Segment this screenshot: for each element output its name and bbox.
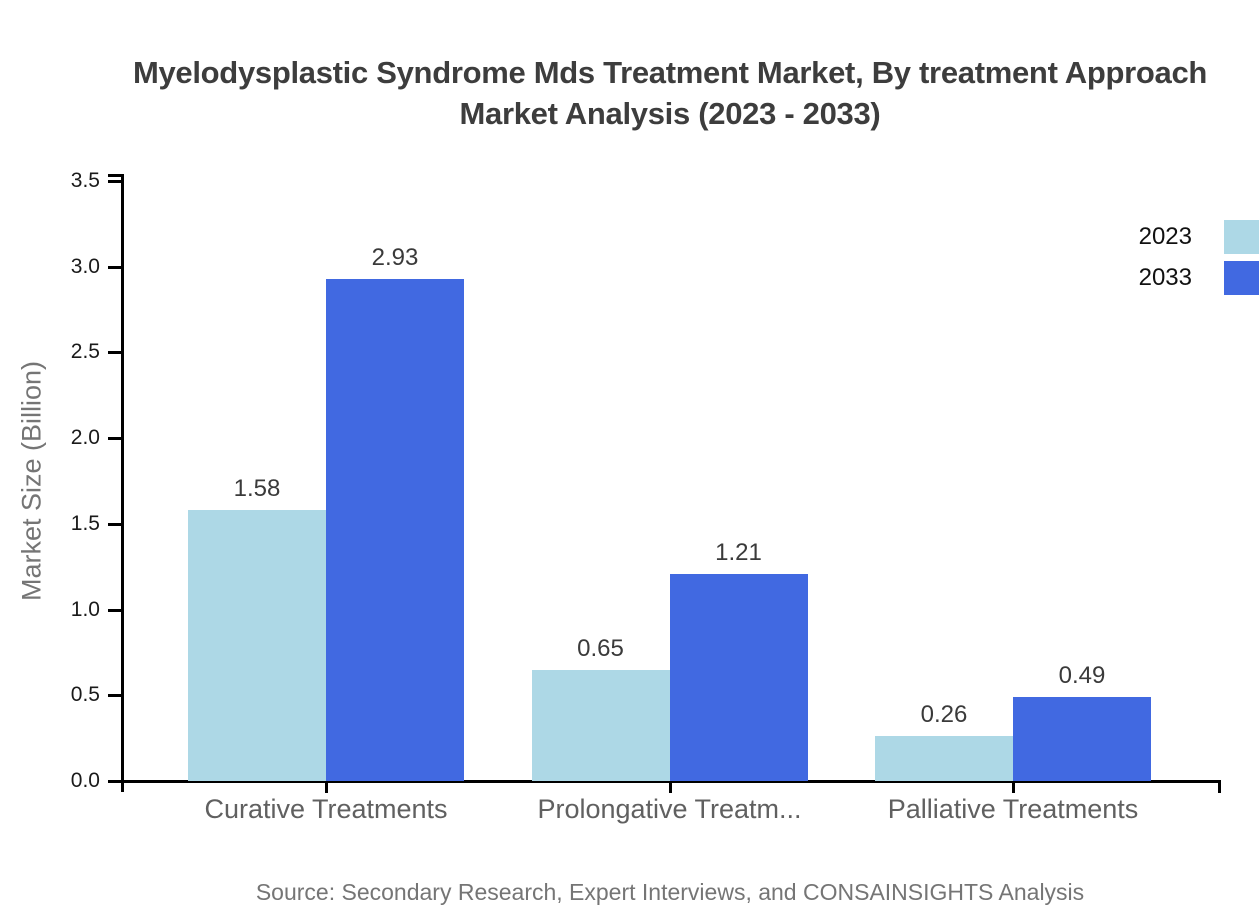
legend-swatch-2033 [1224, 261, 1259, 295]
x-category-label-prolongative-treatm: Prolongative Treatm... [537, 794, 802, 824]
x-axis-tick [668, 782, 672, 793]
legend-label-2033: 2033 [1138, 264, 1192, 291]
bar-value-label: 0.65 [577, 634, 624, 662]
y-tick-label: 1.5 [70, 511, 100, 535]
bar-2023-palliative-treatments [875, 736, 1013, 781]
x-axis-spine [108, 780, 1221, 783]
chart-title-line2: Market Analysis (2023 - 2033) [459, 96, 881, 131]
bar-value-label: 0.49 [1058, 661, 1106, 689]
y-axis-tick [108, 437, 122, 441]
source-note: Source: Secondary Research, Expert Inter… [255, 879, 1085, 905]
y-axis-tick [108, 265, 122, 269]
bar-value-label: 0.26 [920, 701, 968, 729]
y-axis-end-cap [108, 174, 124, 177]
y-tick-label: 1.0 [70, 597, 100, 621]
y-axis-tick [108, 780, 122, 783]
bar-2023-prolongative-treatm [531, 669, 670, 781]
y-axis-tick [108, 694, 122, 698]
bar-value-label: 1.21 [715, 538, 762, 566]
y-tick-label: 3.5 [70, 168, 100, 192]
x-category-label-curative-treatments: Curative Treatments [204, 794, 448, 824]
legend-label-2023: 2023 [1138, 223, 1192, 250]
chart-title-line1: Myelodysplastic Syndrome Mds Treatment M… [132, 55, 1208, 90]
x-category-label-palliative-treatments: Palliative Treatments [887, 794, 1139, 824]
x-axis-tick [325, 782, 328, 793]
legend-swatch-2023 [1224, 220, 1259, 254]
bar-value-label: 2.93 [371, 243, 419, 271]
y-axis-spine [121, 174, 124, 792]
y-axis-tick [108, 179, 122, 183]
x-axis-tick [1012, 782, 1015, 793]
x-axis-end-cap [1218, 780, 1221, 793]
y-tick-label: 2.0 [70, 426, 100, 450]
y-axis-tick [108, 522, 122, 526]
bar-2023-curative-treatments [188, 510, 326, 781]
y-tick-label: 3.0 [70, 254, 100, 278]
bar-2033-palliative-treatments [1013, 696, 1151, 781]
y-tick-label: 0.0 [70, 769, 100, 792]
chart-title: Myelodysplastic Syndrome Mds Treatment M… [80, 52, 1260, 134]
y-tick-label: 0.5 [70, 683, 100, 707]
bar-2033-prolongative-treatm [669, 573, 808, 781]
y-axis-tick [108, 351, 122, 355]
bar-2033-curative-treatments [326, 278, 464, 781]
y-tick-label: 2.5 [70, 340, 100, 364]
bar-value-label: 1.58 [233, 475, 281, 503]
y-axis-tick [108, 608, 122, 612]
